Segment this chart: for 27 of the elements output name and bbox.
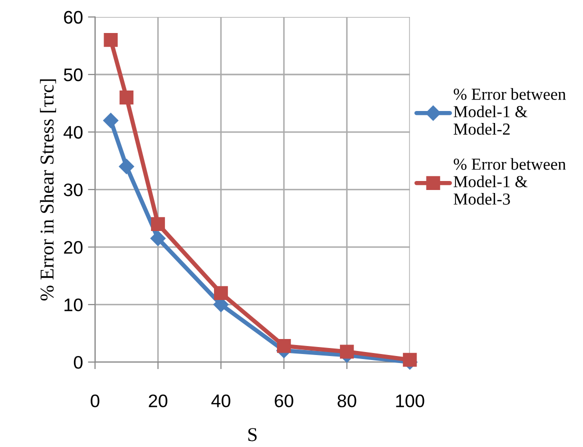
legend-label: % Error between Model-1 & Model-2 <box>454 88 566 135</box>
point <box>276 339 291 353</box>
y-tick-label: 30 <box>64 183 83 196</box>
point <box>103 112 118 128</box>
point <box>104 33 118 47</box>
point <box>402 352 417 367</box>
legend-label: % Error between Model-1 & Model-3 <box>454 158 566 205</box>
x-tick-label: 40 <box>211 394 230 408</box>
y-tick-label: 0 <box>74 356 83 369</box>
point <box>120 90 134 104</box>
y-tick-label: 40 <box>64 126 83 139</box>
y-tick-label: 60 <box>64 10 83 24</box>
y-tick-label: 10 <box>64 298 83 312</box>
point <box>150 230 166 246</box>
y-tick-label: 20 <box>64 240 83 254</box>
x-tick-label: 80 <box>338 394 356 408</box>
point <box>118 158 134 174</box>
y-axis-title: % Error in Shear Stress [τrc] <box>40 79 56 300</box>
point <box>151 217 165 231</box>
point <box>214 286 228 300</box>
x-tick-label: 60 <box>274 394 294 408</box>
y-tick-label: 50 <box>64 68 83 82</box>
x-tick-label: 0 <box>90 394 100 408</box>
x-tick-label: 20 <box>148 394 168 408</box>
x-tick-label: 100 <box>396 394 424 408</box>
point <box>340 344 354 359</box>
x-axis-title: S <box>248 428 257 442</box>
